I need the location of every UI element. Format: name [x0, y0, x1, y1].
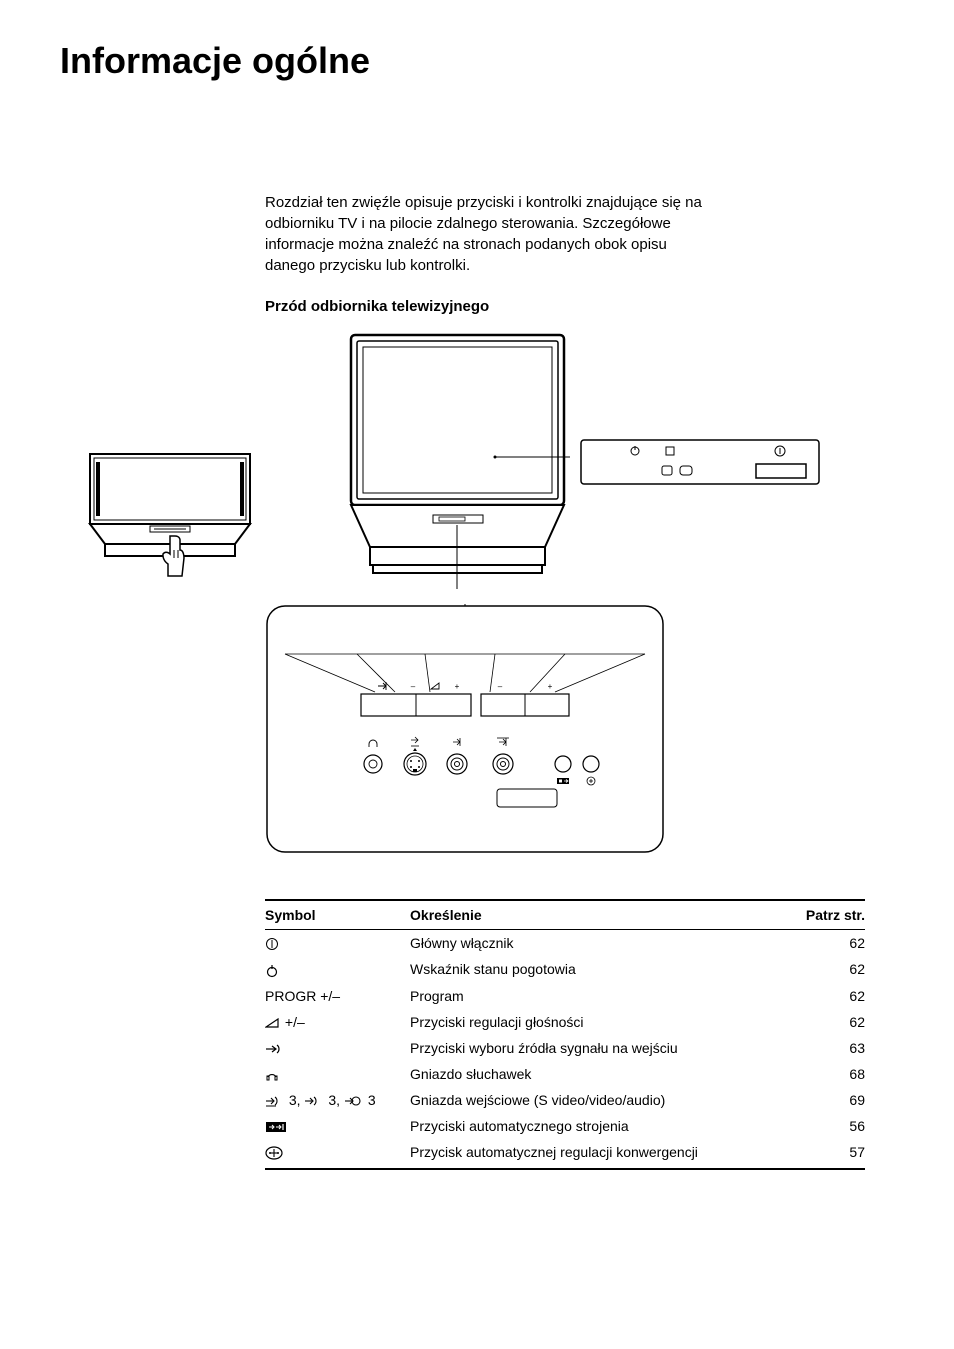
table-row: +/– Przyciski regulacji głośności 62 [265, 1009, 865, 1035]
description-cell: Przyciski wyboru źródła sygnału na wejśc… [410, 1035, 787, 1061]
svideo-in-icon [265, 1095, 285, 1107]
symbol-cell: +/– [265, 1009, 410, 1035]
symbol-cell [265, 1113, 410, 1139]
page-cell: 62 [787, 1009, 865, 1035]
svg-text:+: + [548, 682, 553, 691]
indicator-panel-illustration [580, 439, 820, 492]
symbols-table: Symbol Określenie Patrz str. Główny włąc… [265, 899, 865, 1170]
symbol-cell [265, 930, 410, 957]
symbol-cell [265, 1035, 410, 1061]
symbol-cell [265, 1139, 410, 1169]
th-symbol: Symbol [265, 900, 410, 930]
description-cell: Gniazda wejściowe (S video/video/audio) [410, 1087, 787, 1113]
page-cell: 57 [787, 1139, 865, 1169]
page-cell: 62 [787, 983, 865, 1009]
description-cell: Przyciski regulacji głośności [410, 1009, 787, 1035]
description-cell: Program [410, 983, 787, 1009]
table-row: PROGR +/– Program 62 [265, 983, 865, 1009]
svg-text:–: – [498, 682, 503, 691]
page-title: Informacje ogólne [60, 40, 894, 82]
intro-paragraph: Rozdział ten zwięźle opisuje przyciski i… [265, 192, 705, 276]
th-page: Patrz str. [787, 900, 865, 930]
page-cell: 56 [787, 1113, 865, 1139]
symbol-cell [265, 956, 410, 982]
input-select-icon [265, 1043, 287, 1055]
page-cell: 63 [787, 1035, 865, 1061]
video-in-icon [304, 1095, 324, 1107]
control-panel-illustration: – + – + [265, 604, 665, 859]
symbol-cell [265, 1061, 410, 1087]
power-main-icon [265, 937, 279, 951]
svg-text:+: + [455, 682, 460, 691]
tv-small-illustration [80, 444, 260, 599]
symbol-cell: PROGR +/– [265, 983, 410, 1009]
table-row: Gniazdo słuchawek 68 [265, 1061, 865, 1087]
page-cell: 62 [787, 956, 865, 982]
description-cell: Przyciski automatycznego strojenia [410, 1113, 787, 1139]
volume-icon [265, 1017, 281, 1029]
convergence-icon [265, 1146, 283, 1160]
description-cell: Wskaźnik stanu pogotowia [410, 956, 787, 982]
page-cell: 68 [787, 1061, 865, 1087]
table-row: 3, 3, 3 Gniazda wejściowe (S video/video… [265, 1087, 865, 1113]
page-cell: 69 [787, 1087, 865, 1113]
headphones-icon [265, 1068, 279, 1082]
svg-text:–: – [411, 682, 416, 691]
table-row: Przycisk automatycznej regulacji konwerg… [265, 1139, 865, 1169]
tv-large-illustration [345, 329, 570, 594]
table-row: Przyciski wyboru źródła sygnału na wejśc… [265, 1035, 865, 1061]
description-cell: Przycisk automatycznej regulacji konwerg… [410, 1139, 787, 1169]
autotune-icon [265, 1121, 287, 1133]
table-row: Główny włącznik 62 [265, 930, 865, 957]
volume-suffix: +/– [281, 1014, 305, 1030]
diagram-area: – + – + [60, 329, 894, 879]
audio-in-icon [344, 1095, 364, 1107]
th-description: Określenie [410, 900, 787, 930]
description-cell: Gniazdo słuchawek [410, 1061, 787, 1087]
section-heading: Przód odbiornika telewizyjnego [265, 298, 894, 315]
page-cell: 62 [787, 930, 865, 957]
table-row: Przyciski automatycznego strojenia 56 [265, 1113, 865, 1139]
description-cell: Główny włącznik [410, 930, 787, 957]
standby-icon [265, 964, 279, 978]
table-row: Wskaźnik stanu pogotowia 62 [265, 956, 865, 982]
symbol-cell: 3, 3, 3 [265, 1087, 410, 1113]
